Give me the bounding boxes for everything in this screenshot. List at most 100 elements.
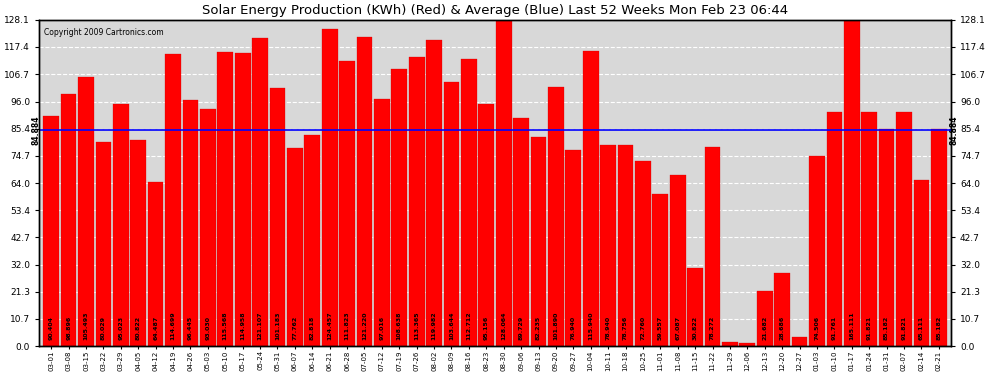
Bar [200,109,216,346]
Bar [861,112,877,346]
Bar [722,342,738,346]
Bar [96,142,111,346]
Text: 91.821: 91.821 [866,315,871,340]
Bar [113,104,129,346]
Bar [809,156,825,346]
Bar [427,40,442,346]
Text: 111.823: 111.823 [345,311,349,340]
Bar [652,194,668,346]
Bar [287,148,303,346]
Text: 85.182: 85.182 [937,315,941,340]
Bar [78,77,94,346]
Text: 89.729: 89.729 [519,315,524,340]
Text: 78.756: 78.756 [623,315,628,340]
Bar [322,29,338,346]
Bar [305,135,320,346]
Text: 114.958: 114.958 [241,311,246,340]
Text: 78.272: 78.272 [710,315,715,340]
Bar [687,268,703,346]
Bar [565,150,581,346]
Text: 85.182: 85.182 [884,315,889,340]
Text: 121.220: 121.220 [362,311,367,340]
Bar [618,146,634,346]
Bar [461,59,477,346]
Bar [444,82,459,346]
Text: 93.030: 93.030 [205,316,210,340]
Text: 91.821: 91.821 [902,315,907,340]
Bar [356,37,372,346]
Text: 78.940: 78.940 [606,316,611,340]
Bar [914,180,930,346]
Bar [409,57,425,346]
Bar [44,116,59,346]
Bar [165,54,181,346]
Text: Copyright 2009 Cartronics.com: Copyright 2009 Cartronics.com [44,28,163,37]
Bar [60,94,76,346]
Text: 95.023: 95.023 [119,316,124,340]
Text: 97.016: 97.016 [379,316,384,340]
Bar [531,136,546,346]
Bar [670,175,685,346]
Title: Solar Energy Production (KWh) (Red) & Average (Blue) Last 52 Weeks Mon Feb 23 06: Solar Energy Production (KWh) (Red) & Av… [202,4,788,17]
Bar [478,104,494,346]
Text: 98.896: 98.896 [66,315,71,340]
Bar [896,112,912,346]
Text: 84.884: 84.884 [32,115,41,145]
Text: 90.404: 90.404 [49,316,53,340]
Bar [182,100,198,346]
Text: 112.712: 112.712 [466,311,471,340]
Bar [496,20,512,346]
Text: 101.890: 101.890 [553,311,558,340]
Text: 96.445: 96.445 [188,315,193,340]
Text: 82.818: 82.818 [310,315,315,340]
Text: 128.064: 128.064 [501,311,506,340]
Text: 76.940: 76.940 [571,316,576,340]
Text: 108.638: 108.638 [397,311,402,340]
Bar [374,99,390,346]
Bar [636,161,650,346]
Text: 28.686: 28.686 [780,315,785,340]
Text: 30.822: 30.822 [693,316,698,340]
Text: 113.365: 113.365 [414,311,419,340]
Bar [131,140,147,346]
Bar [513,117,529,346]
Bar [879,129,894,346]
Text: 103.644: 103.644 [449,311,454,340]
Text: 91.761: 91.761 [832,315,837,340]
Text: 80.822: 80.822 [136,316,141,340]
Bar [391,69,407,346]
Bar [235,53,250,346]
Text: 82.235: 82.235 [536,315,541,340]
Text: 114.699: 114.699 [170,311,175,340]
Text: 77.762: 77.762 [292,315,297,340]
Bar [218,52,233,346]
Text: 124.457: 124.457 [327,311,333,340]
Bar [600,145,616,346]
Bar [548,87,563,346]
Bar [792,338,808,346]
Text: 115.568: 115.568 [223,311,228,340]
Bar [583,51,599,346]
Text: 119.982: 119.982 [432,311,437,340]
Bar [252,38,268,346]
Text: 65.111: 65.111 [919,315,924,340]
Text: 105.493: 105.493 [83,311,88,340]
Bar [827,112,842,346]
Bar [269,88,285,346]
Text: 64.487: 64.487 [153,315,158,340]
Text: 121.107: 121.107 [257,311,262,340]
Text: 67.087: 67.087 [675,316,680,340]
Text: 21.682: 21.682 [762,315,767,340]
Bar [148,182,163,346]
Text: 165.111: 165.111 [849,311,854,340]
Bar [340,61,354,346]
Text: 74.506: 74.506 [815,316,820,340]
Bar [757,291,772,346]
Text: 101.183: 101.183 [275,311,280,340]
Text: 72.760: 72.760 [641,316,645,340]
Bar [740,343,755,346]
Bar [931,129,946,346]
Text: 95.156: 95.156 [484,315,489,340]
Bar [774,273,790,346]
Text: 80.029: 80.029 [101,316,106,340]
